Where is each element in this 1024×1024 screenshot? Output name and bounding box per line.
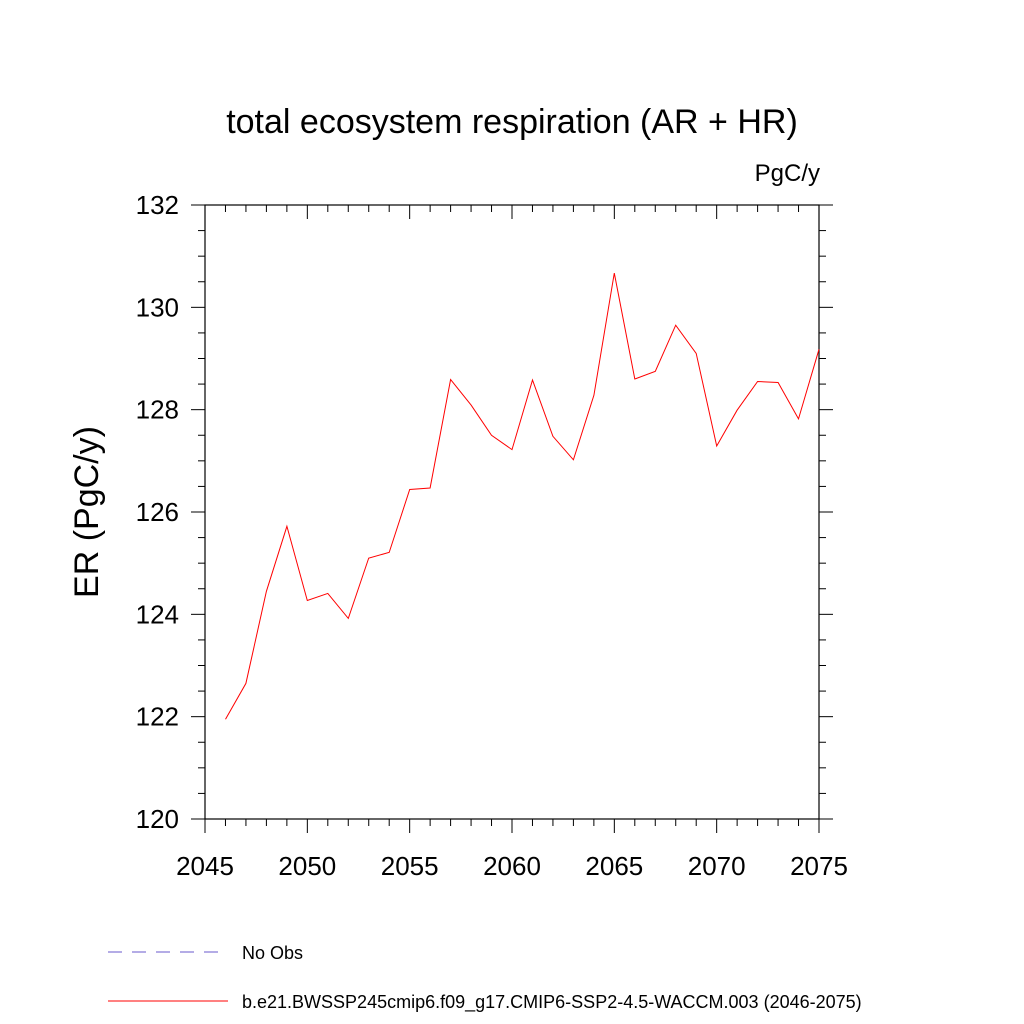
y-tick-label: 122 [136,702,179,732]
plot-frame [204,204,820,820]
x-tick-label: 2060 [483,851,541,881]
x-tick-label: 2075 [790,851,848,881]
x-tick-label: 2070 [688,851,746,881]
legend: No Obs b.e21.BWSSP245cmip6.f09_g17.CMIP6… [108,943,862,1013]
y-tick-label: 128 [136,395,179,425]
y-tick-label: 124 [136,599,179,629]
axis-ticks [191,204,833,833]
x-tick-label: 2055 [381,851,439,881]
chart-title: total ecosystem respiration (AR + HR) [226,103,798,141]
x-tick-label: 2045 [176,851,234,881]
x-tick-label: 2065 [585,851,643,881]
legend-label-no-obs: No Obs [242,943,303,963]
y-tick-label: 132 [136,190,179,220]
units-label: PgC/y [755,160,820,187]
y-tick-label: 120 [136,804,179,834]
series-line [225,273,820,720]
y-tick-label: 130 [136,292,179,322]
axis-tick-labels: 2045 2050 2055 2060 2065 2070 2075 120 122 124 126… [136,190,848,881]
y-axis-label: ER (PgC/y) [68,426,106,598]
y-tick-label: 126 [136,497,179,527]
legend-label-model: b.e21.BWSSP245cmip6.f09_g17.CMIP6-SSP2-4… [242,992,862,1013]
x-tick-label: 2050 [278,851,336,881]
